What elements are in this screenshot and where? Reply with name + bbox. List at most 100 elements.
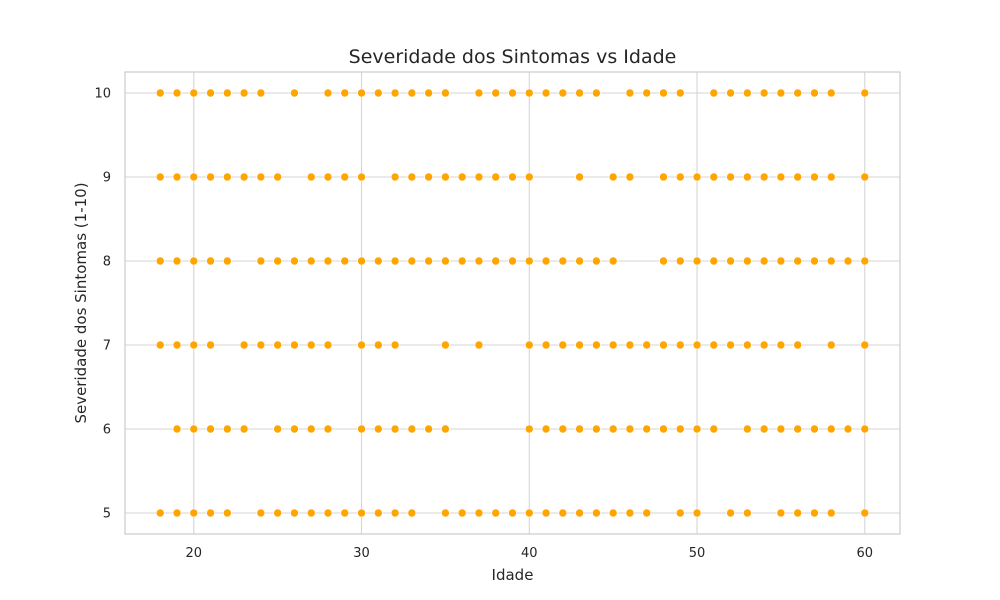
data-point bbox=[575, 424, 584, 434]
data-point bbox=[776, 256, 786, 266]
data-point bbox=[625, 424, 635, 434]
data-point bbox=[692, 424, 702, 434]
data-point bbox=[675, 424, 685, 434]
data-point bbox=[323, 340, 333, 350]
data-point bbox=[776, 424, 786, 434]
data-point bbox=[424, 88, 433, 98]
data-point bbox=[709, 88, 719, 98]
data-point bbox=[592, 424, 601, 434]
data-point bbox=[860, 340, 870, 350]
chart-title: Severidade dos Sintomas vs Idade bbox=[349, 46, 677, 68]
data-point bbox=[357, 424, 366, 434]
data-point bbox=[776, 508, 786, 518]
data-point bbox=[826, 172, 836, 182]
data-point bbox=[256, 508, 266, 518]
data-point bbox=[575, 340, 584, 350]
data-point bbox=[508, 256, 517, 266]
y-tick-label: 8 bbox=[103, 255, 111, 270]
data-point bbox=[306, 424, 316, 434]
data-point bbox=[491, 172, 501, 182]
data-point bbox=[675, 340, 685, 350]
data-point bbox=[843, 424, 853, 434]
data-point bbox=[709, 172, 719, 182]
data-point bbox=[860, 424, 870, 434]
data-point bbox=[390, 340, 400, 350]
data-point bbox=[407, 424, 417, 434]
data-point bbox=[256, 172, 266, 182]
data-point bbox=[608, 340, 618, 350]
data-point bbox=[172, 340, 182, 350]
data-point bbox=[642, 424, 651, 434]
data-point bbox=[743, 340, 752, 350]
data-point bbox=[793, 256, 802, 266]
data-point bbox=[608, 424, 618, 434]
data-point bbox=[256, 340, 266, 350]
data-point bbox=[541, 256, 551, 266]
data-point bbox=[726, 256, 735, 266]
data-point bbox=[558, 340, 568, 350]
x-tick-label: 20 bbox=[186, 546, 203, 561]
data-point bbox=[273, 340, 282, 350]
data-point bbox=[826, 340, 836, 350]
data-point bbox=[390, 424, 400, 434]
data-point bbox=[155, 172, 165, 182]
data-point bbox=[743, 508, 752, 518]
data-point bbox=[290, 256, 299, 266]
data-point bbox=[306, 340, 316, 350]
data-point bbox=[759, 88, 769, 98]
x-tick-label: 50 bbox=[689, 546, 706, 561]
data-point bbox=[457, 508, 467, 518]
data-point bbox=[374, 88, 383, 98]
data-point bbox=[692, 256, 702, 266]
y-tick-label: 6 bbox=[103, 423, 111, 438]
data-point bbox=[524, 256, 534, 266]
data-point bbox=[743, 424, 752, 434]
data-point bbox=[273, 172, 282, 182]
data-point bbox=[810, 256, 819, 266]
data-point bbox=[424, 424, 433, 434]
data-point bbox=[172, 256, 182, 266]
data-point bbox=[625, 508, 635, 518]
data-point bbox=[592, 508, 601, 518]
data-point bbox=[625, 340, 635, 350]
grid bbox=[125, 72, 900, 534]
data-point bbox=[424, 256, 433, 266]
data-point bbox=[256, 256, 266, 266]
y-tick-label: 5 bbox=[103, 507, 111, 522]
data-point bbox=[541, 88, 551, 98]
data-point bbox=[290, 88, 299, 98]
data-point bbox=[457, 256, 467, 266]
data-point bbox=[407, 172, 417, 182]
data-point bbox=[793, 88, 802, 98]
data-point bbox=[306, 256, 316, 266]
data-point bbox=[541, 508, 551, 518]
data-point bbox=[223, 88, 232, 98]
data-point bbox=[206, 172, 215, 182]
data-point bbox=[474, 340, 484, 350]
data-point bbox=[340, 88, 350, 98]
x-tick-labels: 20 30 40 50 60 bbox=[186, 546, 874, 561]
data-point bbox=[407, 88, 417, 98]
data-point bbox=[424, 172, 433, 182]
data-point bbox=[441, 424, 450, 434]
data-point bbox=[155, 508, 165, 518]
data-point bbox=[642, 508, 651, 518]
data-point bbox=[826, 508, 836, 518]
data-point bbox=[843, 256, 853, 266]
data-point bbox=[357, 508, 366, 518]
data-point bbox=[189, 508, 199, 518]
data-point bbox=[239, 340, 249, 350]
data-point bbox=[575, 256, 584, 266]
data-point bbox=[491, 256, 501, 266]
data-point bbox=[659, 88, 668, 98]
data-point bbox=[189, 88, 199, 98]
data-point bbox=[558, 256, 568, 266]
data-point bbox=[793, 424, 802, 434]
data-point bbox=[592, 340, 601, 350]
data-point bbox=[524, 508, 534, 518]
y-tick-label: 7 bbox=[103, 339, 111, 354]
data-point bbox=[541, 424, 551, 434]
data-point bbox=[323, 256, 333, 266]
data-point bbox=[357, 256, 366, 266]
